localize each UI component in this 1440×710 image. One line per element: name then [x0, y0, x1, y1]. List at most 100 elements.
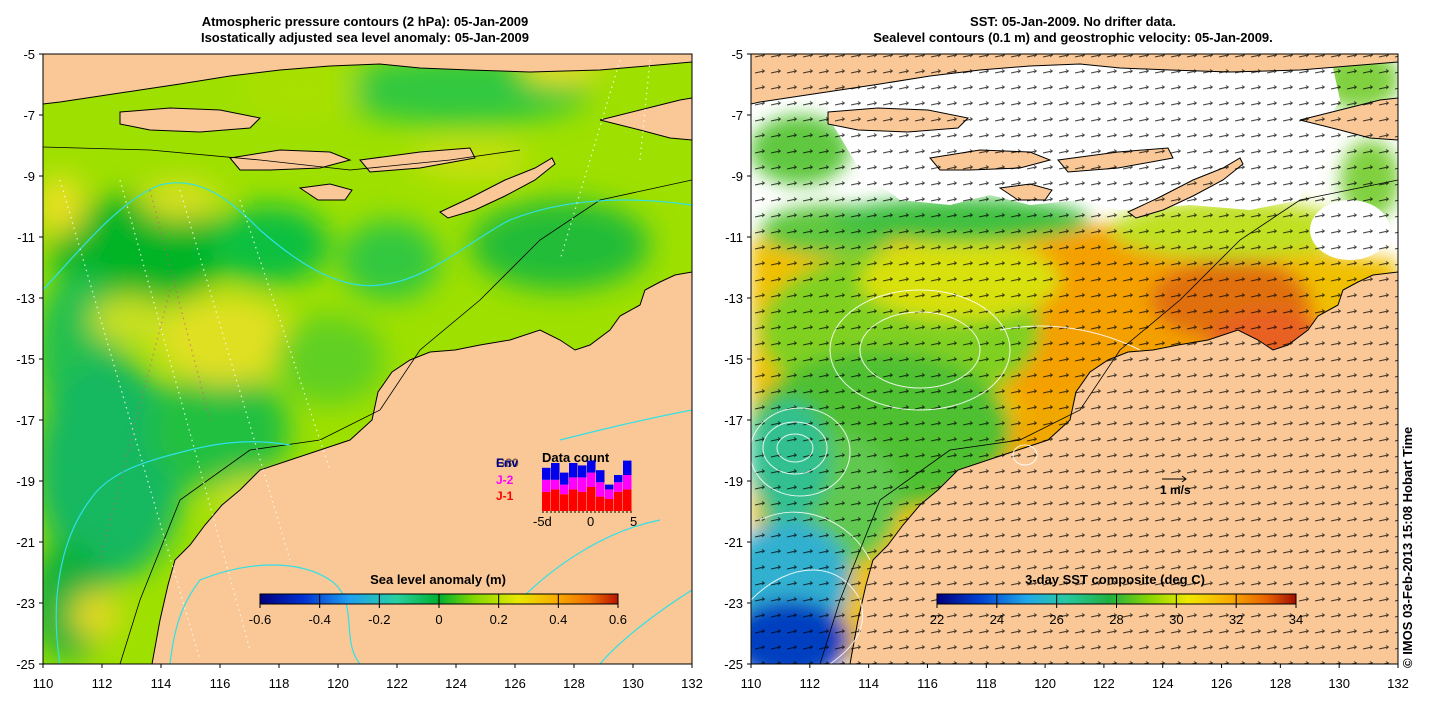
left-y-tick-label: -17 — [16, 413, 35, 428]
left-x-tick-label: 130 — [622, 676, 644, 691]
count-bar-j2 — [587, 472, 596, 487]
count-bar-j1 — [623, 489, 632, 511]
legend-j2: J-2 — [496, 473, 514, 487]
cyan-contour-5 — [599, 589, 692, 664]
right-y-tick-label: -17 — [724, 413, 743, 428]
right-y-tick-label: -13 — [724, 291, 743, 306]
right-colorbar-label: 3-day SST composite (deg C) — [1025, 572, 1205, 587]
right-x-tick-label: 132 — [1387, 676, 1409, 691]
right-y-tick-label: -15 — [724, 352, 743, 367]
count-bar-j2 — [614, 482, 623, 492]
velocity-scale: 1 m/s — [1160, 475, 1191, 497]
count-bar-j1 — [560, 494, 569, 511]
count-bar-env — [605, 484, 614, 490]
legend-env: Env — [496, 456, 518, 470]
right-x-tick-label: 126 — [1211, 676, 1233, 691]
right-title-line1: SST: 05-Jan-2009. No drifter data. — [970, 14, 1176, 29]
left-y-tick-label: -7 — [23, 108, 35, 123]
velocity-scale-arrowhead — [1181, 475, 1187, 483]
right-x-tick-label: 122 — [1093, 676, 1115, 691]
count-bar-j2 — [560, 484, 569, 495]
right-y-tick-label: -21 — [724, 535, 743, 550]
left-x-tick-label: 128 — [563, 676, 585, 691]
right-x-tick-label: 110 — [741, 676, 762, 691]
data-count-inset: Data count Env G80 J-2 J-1 -5d 0 5 — [496, 450, 637, 529]
count-bar-env — [614, 475, 623, 483]
count-bar-j1 — [542, 491, 551, 511]
right-colorbar-tick-label: 24 — [990, 612, 1004, 627]
count-bar-j2 — [569, 477, 578, 490]
sumba-island — [298, 183, 353, 201]
right-colorbar: 3-day SST composite (deg C) 22 24 26 28 30 32… — [930, 572, 1303, 627]
left-y-tick-label: -25 — [16, 657, 35, 672]
count-bar-j1 — [551, 489, 560, 511]
cyan-contour-4 — [519, 519, 661, 601]
left-x-tick-label: 114 — [151, 676, 172, 691]
count-bar-j1 — [587, 487, 596, 511]
bathymetry-line — [119, 179, 692, 664]
right-y-tick-label: -9 — [731, 169, 743, 184]
right-x-tick-label: 116 — [917, 676, 938, 691]
right-y-tick-label: -25 — [724, 657, 743, 672]
count-bar-j1 — [578, 491, 587, 511]
java-coast — [43, 54, 692, 105]
count-bar-j1 — [614, 491, 623, 511]
left-colorbar-tick-label: -0.2 — [368, 612, 390, 627]
count-bar-j2 — [578, 477, 587, 492]
sumbawa-island — [229, 149, 352, 171]
count-bar-env — [551, 463, 560, 480]
count-bar-env — [542, 467, 551, 480]
right-x-tick-label: 118 — [976, 676, 997, 691]
count-bar-env — [560, 472, 569, 485]
left-colorbar-tick-label: -0.4 — [308, 612, 330, 627]
cyan-contour-1 — [43, 182, 692, 291]
velocity-scale-label: 1 m/s — [1160, 483, 1191, 497]
pressure-contour — [43, 146, 521, 171]
bali-lombok-island — [119, 107, 262, 133]
right-title: SST: 05-Jan-2009. No drifter data. Seale… — [748, 14, 1398, 46]
right-y-tick-label: -11 — [725, 230, 743, 245]
left-y-tick-label: -5 — [23, 47, 35, 62]
count-bar-j2 — [623, 475, 632, 490]
copyright-text: © IMOS 03-Feb-2013 15:08 Hobart Time — [1400, 426, 1415, 668]
geostrophic-velocity-arrows — [751, 54, 1398, 664]
left-colorbar-tick-label: 0.6 — [609, 612, 627, 627]
right-y-tick-label: -19 — [724, 474, 743, 489]
left-colorbar-tick-label: 0.2 — [490, 612, 508, 627]
count-bar-j2 — [605, 489, 614, 499]
right-x-tick-label: 130 — [1328, 676, 1350, 691]
data-count-tick-start: -5d — [533, 514, 552, 529]
count-bar-j2 — [596, 482, 605, 497]
sealevel-contours — [751, 289, 1141, 664]
sla-field — [43, 55, 650, 660]
left-map — [43, 54, 692, 664]
count-bar-j1 — [605, 499, 614, 511]
left-x-tick-label: 132 — [681, 676, 703, 691]
left-colorbar: Sea level anomaly (m) -0.6 -0.4 -0.2 0 0.2 0.… — [249, 572, 627, 627]
count-bar-env — [623, 460, 632, 475]
left-y-tick-label: -15 — [16, 352, 35, 367]
count-bar-j1 — [569, 489, 578, 511]
right-x-tick-label: 112 — [799, 676, 820, 691]
cyan-contours — [43, 182, 692, 664]
right-x-tick-label: 114 — [858, 676, 879, 691]
right-x-tick-label: 124 — [1152, 676, 1174, 691]
left-x-tick-label: 116 — [210, 676, 231, 691]
right-colorbar-tick-label: 22 — [930, 612, 944, 627]
satellite-tracks — [59, 59, 651, 661]
legend-j1: J-1 — [496, 489, 514, 503]
left-x-tick-label: 124 — [445, 676, 467, 691]
count-bar-env — [596, 470, 605, 483]
data-count-title: Data count — [542, 450, 610, 465]
cyan-contour-2 — [55, 441, 291, 664]
right-colorbar-tick-label: 30 — [1169, 612, 1183, 627]
count-bar-env — [587, 460, 596, 473]
data-count-tick-mid: 0 — [587, 514, 594, 529]
count-bar-j1 — [596, 496, 605, 511]
right-y-tick-label: -5 — [731, 47, 743, 62]
right-y-tick-label: -7 — [731, 108, 743, 123]
data-count-tick-end: 5 — [630, 514, 637, 529]
left-x-tick-label: 126 — [504, 676, 526, 691]
left-x-tick-label: 110 — [33, 676, 54, 691]
